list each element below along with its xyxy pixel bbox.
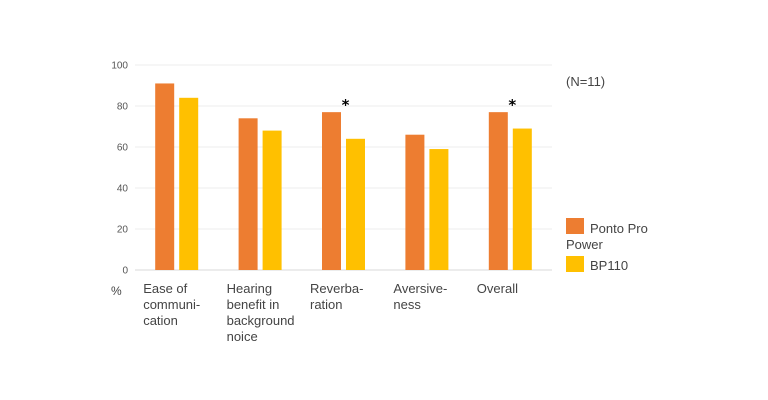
category-label: ness	[393, 297, 421, 312]
category-label: cation	[143, 313, 178, 328]
category-label: benefit in	[227, 297, 280, 312]
significance-star: *	[342, 96, 350, 114]
category-label: noice	[227, 329, 258, 344]
legend-label: Power	[566, 237, 604, 252]
category-label: Reverba-	[310, 281, 363, 296]
category-label: background	[227, 313, 295, 328]
bar-ponto-pro-power	[155, 83, 175, 270]
legend-swatch	[566, 256, 584, 272]
legend-label: Ponto Pro	[590, 221, 648, 236]
category-label: communi-	[143, 297, 200, 312]
legend-swatch	[566, 218, 584, 234]
y-axis-ticks: 0 20 40 60 80 100	[111, 61, 128, 277]
bars	[155, 83, 532, 271]
category-label: Overall	[477, 281, 518, 296]
bar-ponto-pro-power	[405, 134, 425, 270]
bar-ponto-pro-power	[488, 112, 508, 271]
bar-bp110	[346, 138, 365, 270]
bar-bp110	[262, 130, 282, 270]
y-tick-label: 20	[117, 225, 129, 236]
category-label: Aversive-	[393, 281, 447, 296]
y-tick-label: 100	[111, 61, 128, 72]
category-label: ration	[310, 297, 343, 312]
y-tick-label: 40	[117, 184, 129, 195]
bar-bp110	[512, 128, 532, 270]
y-unit-label: %	[111, 284, 122, 298]
category-label: Hearing	[227, 281, 273, 296]
y-tick-label: 80	[117, 102, 129, 113]
bar-ponto-pro-power	[322, 112, 341, 271]
category-label: Ease of	[143, 281, 187, 296]
sample-size-note: (N=11)	[566, 74, 605, 89]
significance-markers: * *	[342, 96, 517, 114]
bar-ponto-pro-power	[238, 118, 258, 270]
legend-label: BP110	[590, 258, 628, 273]
bar-bp110	[429, 149, 449, 270]
y-tick-label: 0	[122, 266, 128, 277]
gridlines	[135, 64, 552, 230]
y-tick-label: 60	[117, 143, 129, 154]
bar-bp110	[179, 97, 199, 270]
significance-star: *	[508, 96, 516, 114]
